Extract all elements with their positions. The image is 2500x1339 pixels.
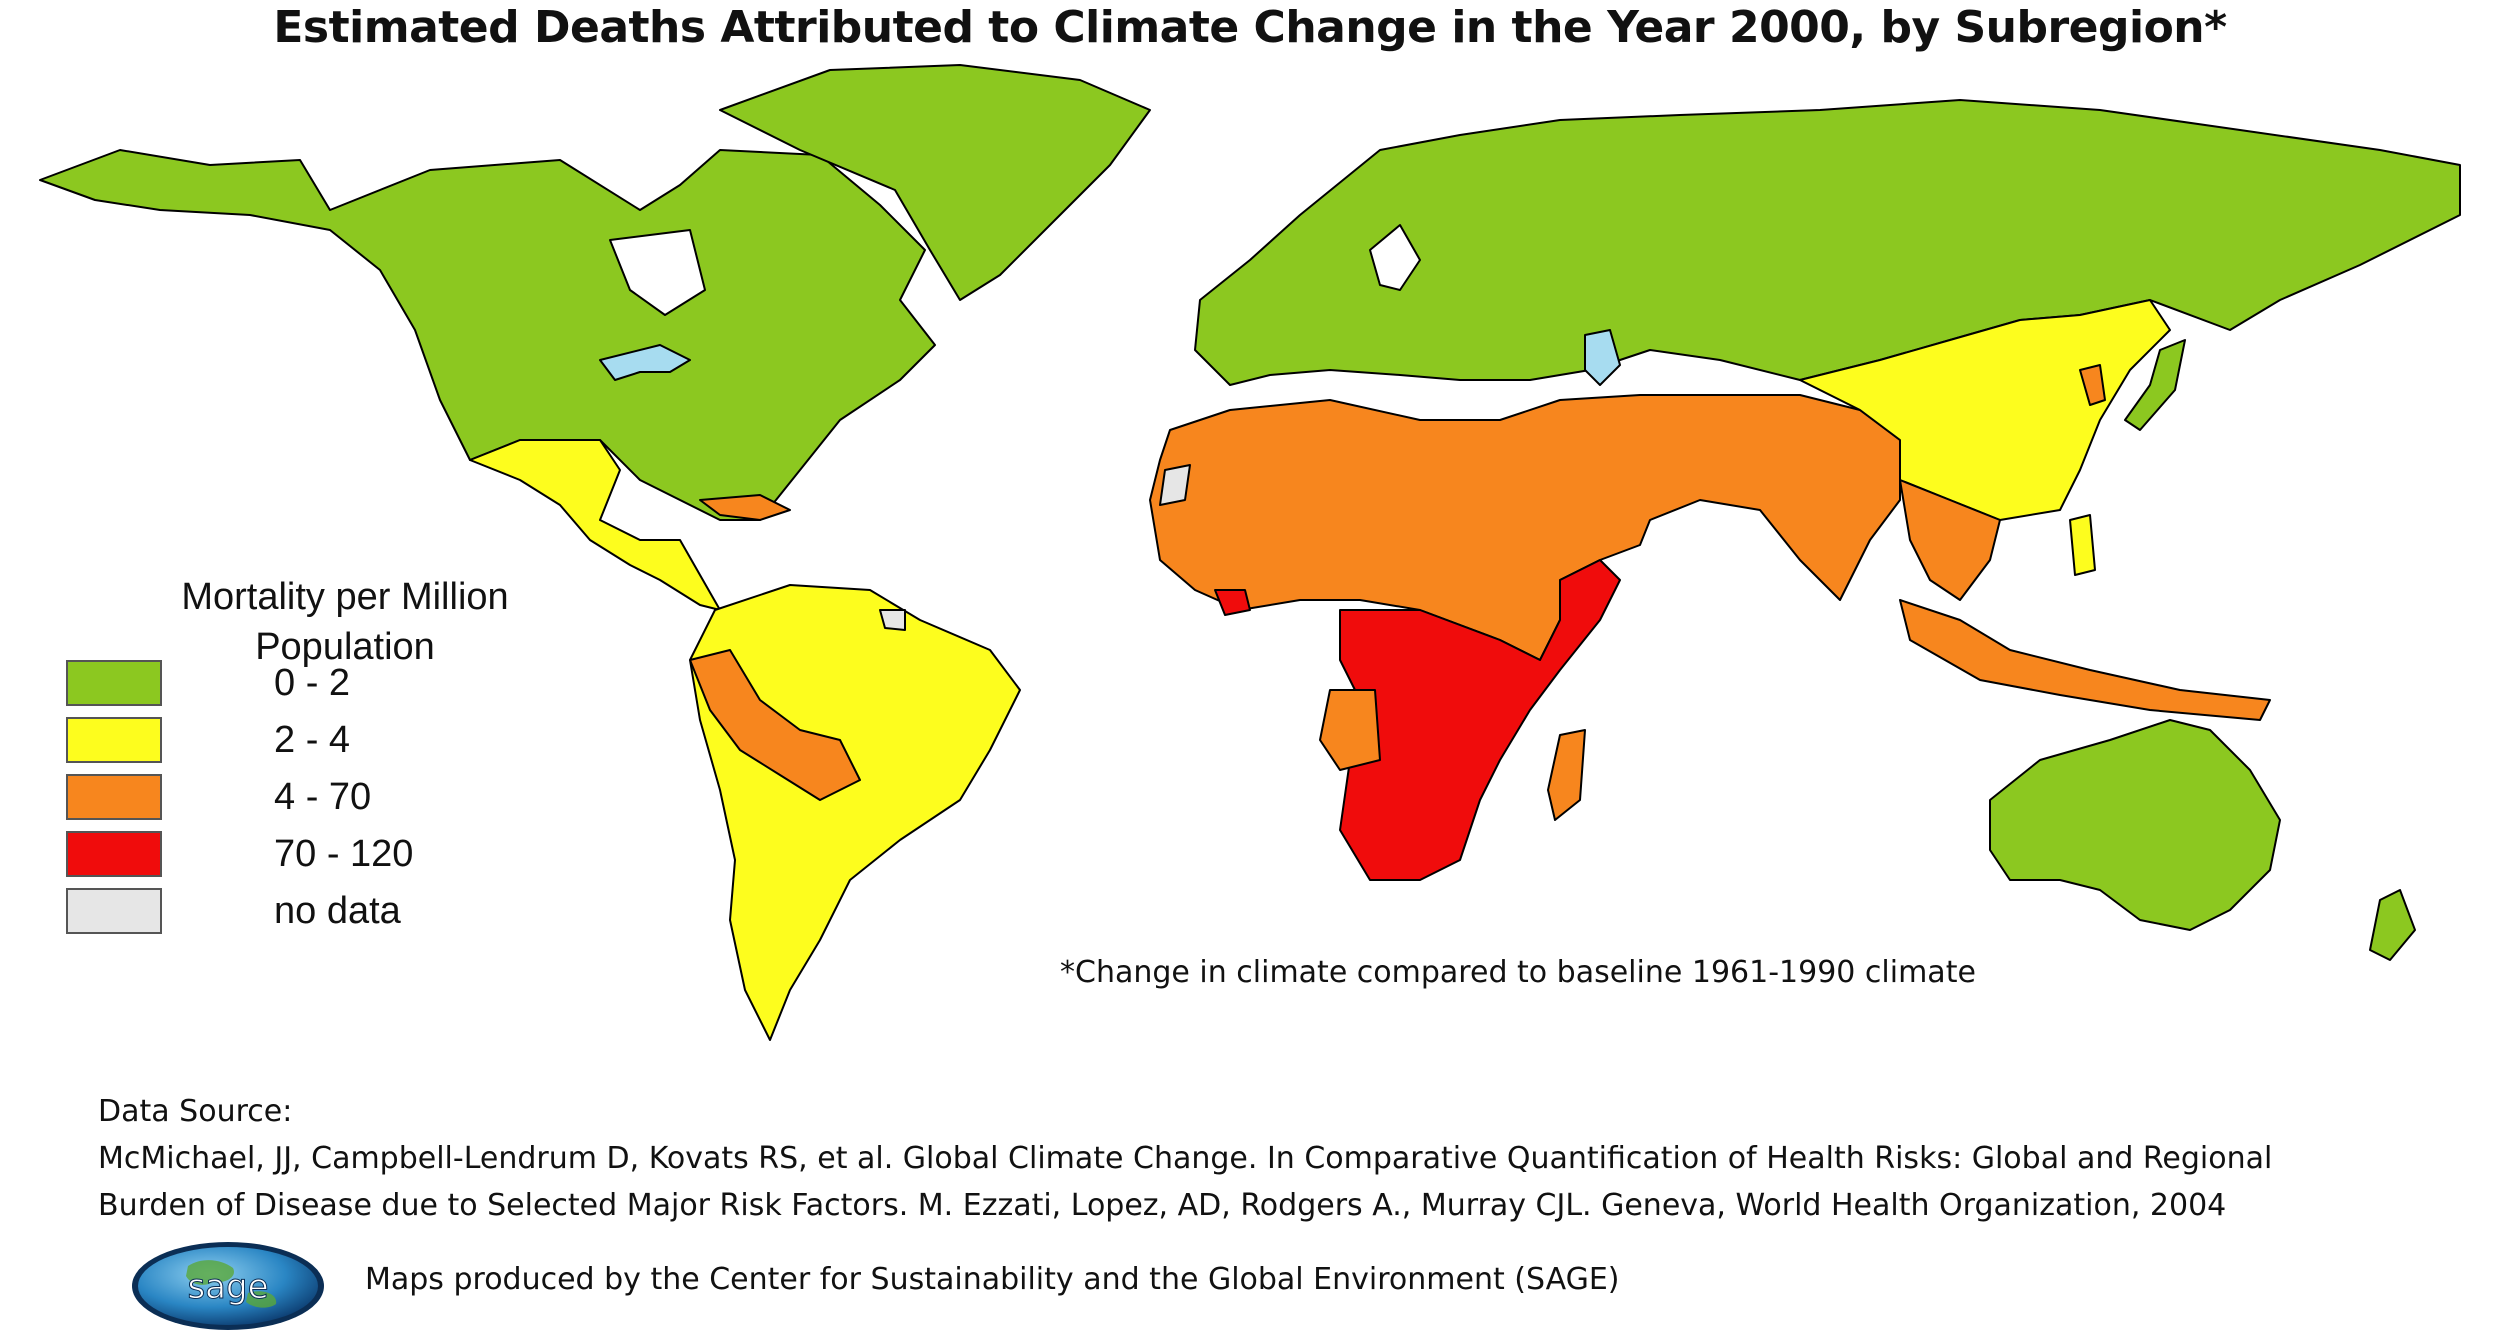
legend-swatch [66,774,162,820]
legend-label: 70 - 120 [274,833,414,875]
legend-label: 2 - 4 [274,719,351,761]
region-hudson-bay [609,229,706,316]
region-europe-russia [1194,99,2461,386]
region-madagascar [1547,729,1586,821]
region-guiana-nodata [879,609,906,631]
legend-swatch [66,660,162,706]
region-andean [689,649,861,801]
region-baltic-sea [1369,224,1421,291]
region-greenland [719,64,1151,301]
region-angola [1319,689,1381,771]
region-southeast-asia [1899,479,2001,601]
data-source-line2: Burden of Disease due to Selected Major … [98,1188,2227,1223]
region-philippines [2069,514,2096,576]
logo-land-shape [246,1291,277,1308]
region-great-lakes [599,344,691,381]
map-title: Estimated Deaths Attributed to Climate C… [273,2,2227,53]
region-caribbean [699,494,791,521]
legend-swatch [66,717,162,763]
region-mexico-central-america [469,439,721,611]
legend-swatch [66,888,162,934]
legend-label: 0 - 2 [274,662,351,704]
region-new-zealand [2369,889,2416,961]
region-caspian-sea [1584,329,1621,386]
region-east-asia [1799,299,2171,521]
region-south-america [689,584,1021,1041]
legend-swatch [66,831,162,877]
region-west-africa-red [1214,589,1251,616]
data-source-line1: McMichael, JJ, Campbell-Lendrum D, Kovat… [98,1141,2273,1176]
logo-land-shape [186,1260,234,1285]
legend-title: Mortality per Million Population [140,572,550,672]
region-australia [1989,719,2281,931]
region-korea [2079,364,2106,406]
legend-title-line2: Population [255,626,435,668]
data-source: Data Source: McMichael, JJ, Campbell-Len… [98,1088,2272,1229]
region-north-africa-mideast [1149,394,1901,661]
region-north-america [39,149,936,521]
legend-label: 4 - 70 [274,776,372,818]
data-source-heading: Data Source: [98,1094,293,1129]
region-indonesia [1899,599,2271,721]
legend-title-line1: Mortality per Million [181,576,509,618]
legend-label: no data [274,890,401,932]
footnote: *Change in climate compared to baseline … [1060,955,1976,990]
sage-logo: sage [132,1242,324,1330]
region-japan [2124,339,2186,431]
region-western-sahara-nodata [1159,464,1191,506]
region-central-east-africa [1339,559,1621,881]
credit-line: Maps produced by the Center for Sustaina… [365,1262,1620,1297]
logo-text: sage [187,1267,268,1307]
